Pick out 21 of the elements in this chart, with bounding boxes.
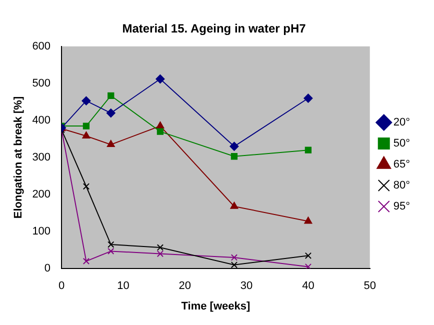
y-tick-label: 100 <box>32 226 51 238</box>
x-tick-label: 10 <box>117 280 130 292</box>
y-axis-title: Elongation at break [%] <box>12 96 25 219</box>
y-tick-label: 300 <box>32 152 51 164</box>
x-tick-label: 20 <box>178 280 192 292</box>
legend-label: 20° <box>393 116 410 129</box>
x-tick-label: 0 <box>58 280 65 292</box>
x-tick-label: 50 <box>364 280 376 292</box>
x-tick-label: 40 <box>302 280 314 292</box>
legend-label: 80° <box>393 180 410 192</box>
legend-label: 65° <box>393 158 410 171</box>
chart-title: Material 15. Ageing in water pH7 <box>122 22 306 36</box>
y-tick-label: 600 <box>32 40 51 52</box>
y-tick-label: 200 <box>32 188 51 201</box>
x-axis-title: Time [weeks] <box>181 300 250 312</box>
x-tick-label: 30 <box>240 280 253 292</box>
y-tick-label: 500 <box>32 77 51 90</box>
y-tick-label: 0 <box>44 262 51 275</box>
legend-label: 50° <box>393 138 410 150</box>
legend-label: 95° <box>393 200 410 213</box>
y-tick-label: 400 <box>32 114 51 126</box>
